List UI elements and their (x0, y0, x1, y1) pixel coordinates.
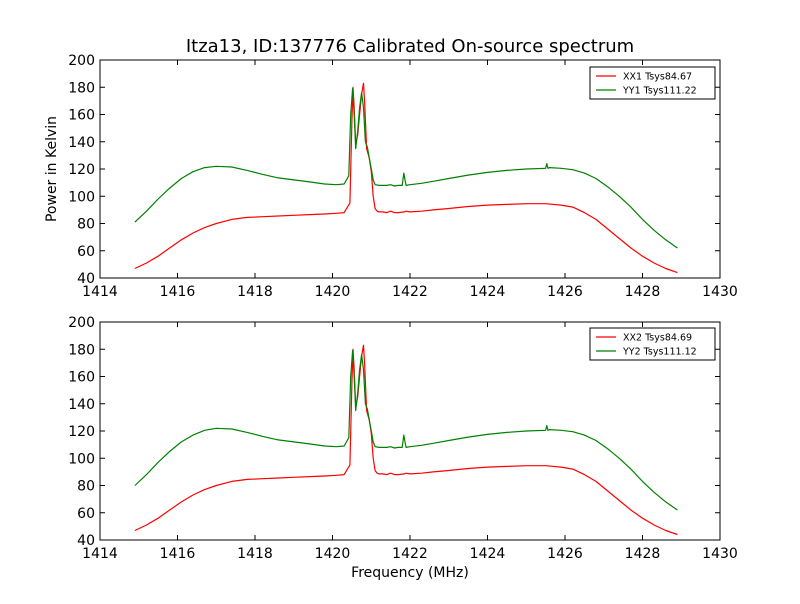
y-tick-label: 40 (77, 271, 95, 287)
series-line-yy1 (134, 87, 678, 249)
legend-label: XX2 Tsys84.69 (623, 333, 692, 344)
series-line-yy2 (134, 350, 678, 511)
series-group (134, 82, 678, 274)
x-tick-label: 1420 (315, 546, 351, 562)
y-tick-label: 180 (68, 342, 95, 358)
legend-box (589, 327, 716, 361)
top-spectrum-panel: 1414 1416 1418 1420 1422 1424 1426 1428 1430 40 60… (68, 53, 738, 300)
series-line-xx1 (134, 82, 678, 274)
x-tick-label: 1418 (237, 284, 273, 300)
y-tick-label: 60 (77, 244, 95, 260)
legend-label: YY1 Tsys111.22 (622, 86, 697, 97)
legend-label: YY2 Tsys111.12 (622, 347, 697, 358)
series-line-xx2 (134, 344, 678, 536)
y-tick-label: 40 (77, 533, 95, 549)
y-tick-label: 160 (68, 370, 95, 386)
x-tick-label: 1418 (237, 546, 273, 562)
x-tick-label: 1424 (470, 284, 506, 300)
y-tick-label: 120 (68, 162, 95, 178)
series-group (134, 344, 678, 536)
y-axis-label: Power in Kelvin (44, 116, 60, 222)
y-tick-label: 120 (68, 424, 95, 440)
legend-box (589, 66, 716, 100)
x-tick-label: 1416 (160, 284, 196, 300)
y-tick-label: 200 (68, 315, 95, 331)
x-tick-label: 1422 (392, 284, 428, 300)
x-tick-label: 1428 (625, 546, 661, 562)
x-tick-label: 1426 (547, 284, 583, 300)
x-tick-label: 1428 (625, 284, 661, 300)
x-tick-label: 1426 (547, 546, 583, 562)
legend: XX2 Tsys84.69 YY2 Tsys111.12 (589, 327, 716, 361)
y-tick-label: 140 (68, 135, 95, 151)
y-tick-label: 60 (77, 506, 95, 522)
x-tick-label: 1420 (315, 284, 351, 300)
y-tick-label: 80 (77, 217, 95, 233)
y-tick-label: 200 (68, 53, 95, 69)
y-tick-label: 140 (68, 397, 95, 413)
x-axis-label: Frequency (MHz) (351, 565, 469, 581)
x-tick-label: 1422 (392, 546, 428, 562)
legend-label: XX1 Tsys84.67 (623, 72, 692, 83)
x-tick-label: 1430 (702, 546, 738, 562)
x-tick-label: 1430 (702, 284, 738, 300)
x-tick-label: 1414 (82, 284, 118, 300)
bottom-spectrum-panel: 1414 1416 1418 1420 1422 1424 1426 1428 1430 40 60… (68, 315, 738, 562)
y-tick-label: 160 (68, 108, 95, 124)
x-tick-label: 1414 (82, 546, 118, 562)
y-tick-label: 100 (68, 451, 95, 467)
legend: XX1 Tsys84.67 YY1 Tsys111.22 (589, 66, 716, 100)
x-tick-label: 1416 (160, 546, 196, 562)
y-tick-label: 80 (77, 479, 95, 495)
y-tick-label: 180 (68, 80, 95, 96)
x-tick-label: 1424 (470, 546, 506, 562)
figure-title: Itza13, ID:137776 Calibrated On-source s… (186, 36, 634, 57)
y-tick-label: 100 (68, 189, 95, 205)
